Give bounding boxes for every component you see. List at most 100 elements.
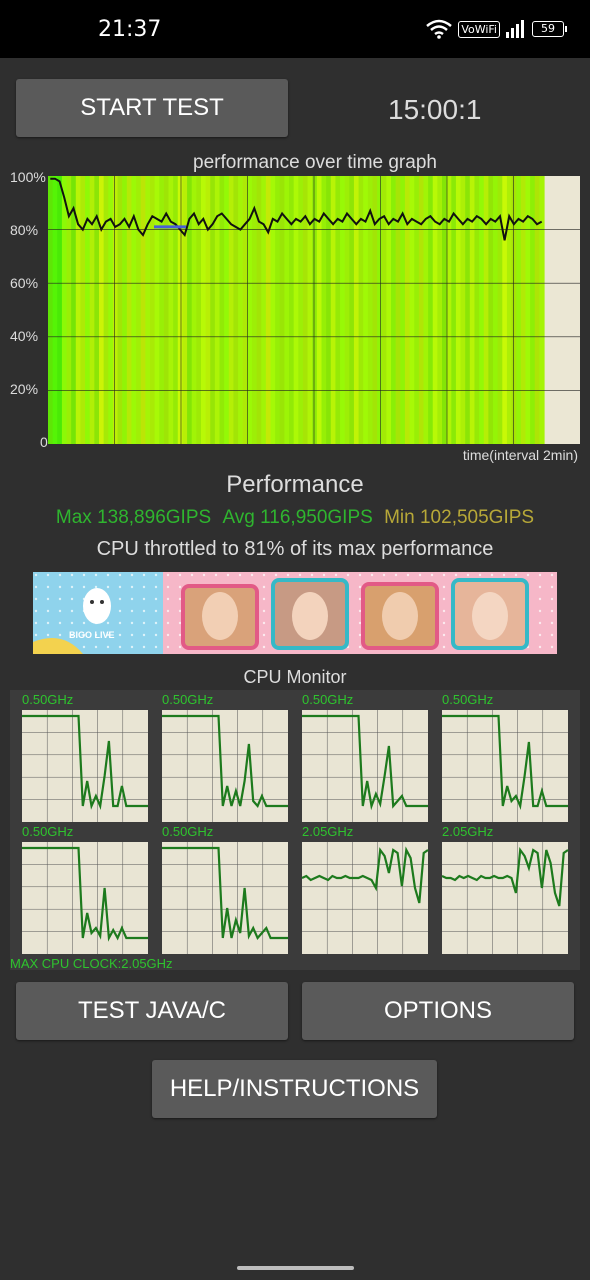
performance-bar xyxy=(437,176,443,444)
performance-bar xyxy=(474,176,480,444)
core-frequency-line xyxy=(302,714,428,811)
performance-bar xyxy=(465,176,471,444)
core-graph-7 xyxy=(301,842,429,954)
cpu-core-graphs xyxy=(22,710,569,954)
performance-bar xyxy=(307,176,313,444)
performance-bar xyxy=(302,176,309,444)
performance-bar xyxy=(200,176,207,444)
performance-bar xyxy=(358,176,364,444)
core-frequency-line xyxy=(22,846,148,942)
performance-bar xyxy=(409,176,415,444)
performance-bar xyxy=(145,176,151,444)
performance-bar xyxy=(326,176,332,444)
performance-bar xyxy=(66,176,72,444)
performance-bar xyxy=(85,176,91,444)
performance-bar xyxy=(520,176,527,444)
max-cpu-clock: MAX CPU CLOCK:2.05GHz xyxy=(10,956,173,971)
performance-bar xyxy=(414,176,420,444)
performance-graph xyxy=(48,176,580,444)
options-button[interactable]: OPTIONS xyxy=(302,982,574,1040)
core-1-freq: 0.50GHz xyxy=(22,692,74,707)
performance-bar xyxy=(122,176,128,444)
performance-bar xyxy=(367,176,374,444)
core-graph-2 xyxy=(162,710,288,822)
performance-bar xyxy=(177,176,184,444)
performance-bar xyxy=(344,176,350,444)
performance-bar xyxy=(493,176,499,444)
performance-bar xyxy=(75,176,82,444)
performance-bar xyxy=(224,176,230,444)
core-graph-3 xyxy=(302,710,428,822)
performance-bar xyxy=(530,176,536,444)
performance-bar xyxy=(506,176,513,444)
performance-bar xyxy=(446,176,452,444)
performance-bar xyxy=(251,176,258,444)
performance-bar xyxy=(80,176,86,444)
performance-bar xyxy=(372,176,378,444)
help-instructions-button[interactable]: HELP/INSTRUCTIONS xyxy=(152,1060,437,1118)
performance-bar xyxy=(168,176,174,444)
gesture-nav-bar[interactable] xyxy=(237,1266,354,1270)
core-graph-6 xyxy=(162,842,288,954)
performance-bar xyxy=(173,176,179,444)
core-graph-1 xyxy=(22,710,148,822)
performance-bar xyxy=(163,176,170,444)
performance-bar xyxy=(432,176,438,444)
performance-bar xyxy=(48,176,54,444)
performance-bar xyxy=(131,176,137,444)
x-axis-label: time(interval 2min) xyxy=(462,447,578,463)
performance-bar xyxy=(353,176,360,444)
core-6-freq: 0.50GHz xyxy=(162,824,214,839)
performance-bar xyxy=(460,176,466,444)
test-java-c-button[interactable]: TEST JAVA/C xyxy=(16,982,288,1040)
performance-bar xyxy=(275,176,281,444)
performance-bar xyxy=(321,176,327,444)
performance-bar xyxy=(488,176,494,444)
performance-bar xyxy=(214,176,221,444)
performance-bar xyxy=(349,176,355,444)
performance-bar xyxy=(71,176,77,444)
test-timer: 15:00:1 xyxy=(388,94,482,125)
status-bar: 21:37 VoWiFi 59 xyxy=(0,0,590,58)
performance-title: Performance xyxy=(226,471,364,498)
core-frequency-line xyxy=(441,847,569,907)
status-time: 21:37 xyxy=(98,17,162,42)
performance-bar xyxy=(391,176,397,444)
performance-line xyxy=(50,177,543,241)
start-test-button[interactable]: START TEST xyxy=(16,79,288,137)
performance-bar xyxy=(117,176,123,444)
performance-bar xyxy=(330,176,337,444)
performance-bar xyxy=(219,176,225,444)
performance-bar xyxy=(284,176,290,444)
performance-bar xyxy=(196,176,202,444)
performance-bar xyxy=(455,176,462,444)
performance-bar xyxy=(140,176,146,444)
y-tick-80: 80% xyxy=(10,222,39,238)
performance-bar xyxy=(61,176,68,444)
performance-bar xyxy=(159,176,165,444)
performance-bar xyxy=(210,176,216,444)
y-tick-60: 60% xyxy=(10,275,39,291)
performance-bar xyxy=(228,176,235,444)
core-2-freq: 0.50GHz xyxy=(162,692,214,707)
performance-bar xyxy=(497,176,503,444)
y-tick-20: 20% xyxy=(10,381,39,397)
graph-title: performance over time graph xyxy=(193,152,437,173)
performance-bar xyxy=(442,176,448,444)
y-tick-100: 100% xyxy=(10,169,46,185)
core-graph-5 xyxy=(22,842,148,954)
performance-bar xyxy=(149,176,156,444)
performance-bar xyxy=(89,176,95,444)
ad-banner[interactable]: BIGO LIVE xyxy=(33,572,557,654)
performance-bar xyxy=(386,176,392,444)
core-frequency-line xyxy=(22,714,148,811)
performance-bar xyxy=(381,176,387,444)
core-3-freq: 0.50GHz xyxy=(302,692,354,707)
vowifi-icon: VoWiFi xyxy=(458,20,500,38)
performance-bar xyxy=(363,176,369,444)
performance-bar xyxy=(423,176,429,444)
performance-bar xyxy=(108,176,114,444)
performance-bar xyxy=(479,176,485,444)
performance-bar xyxy=(289,176,295,444)
performance-bar xyxy=(400,176,406,444)
